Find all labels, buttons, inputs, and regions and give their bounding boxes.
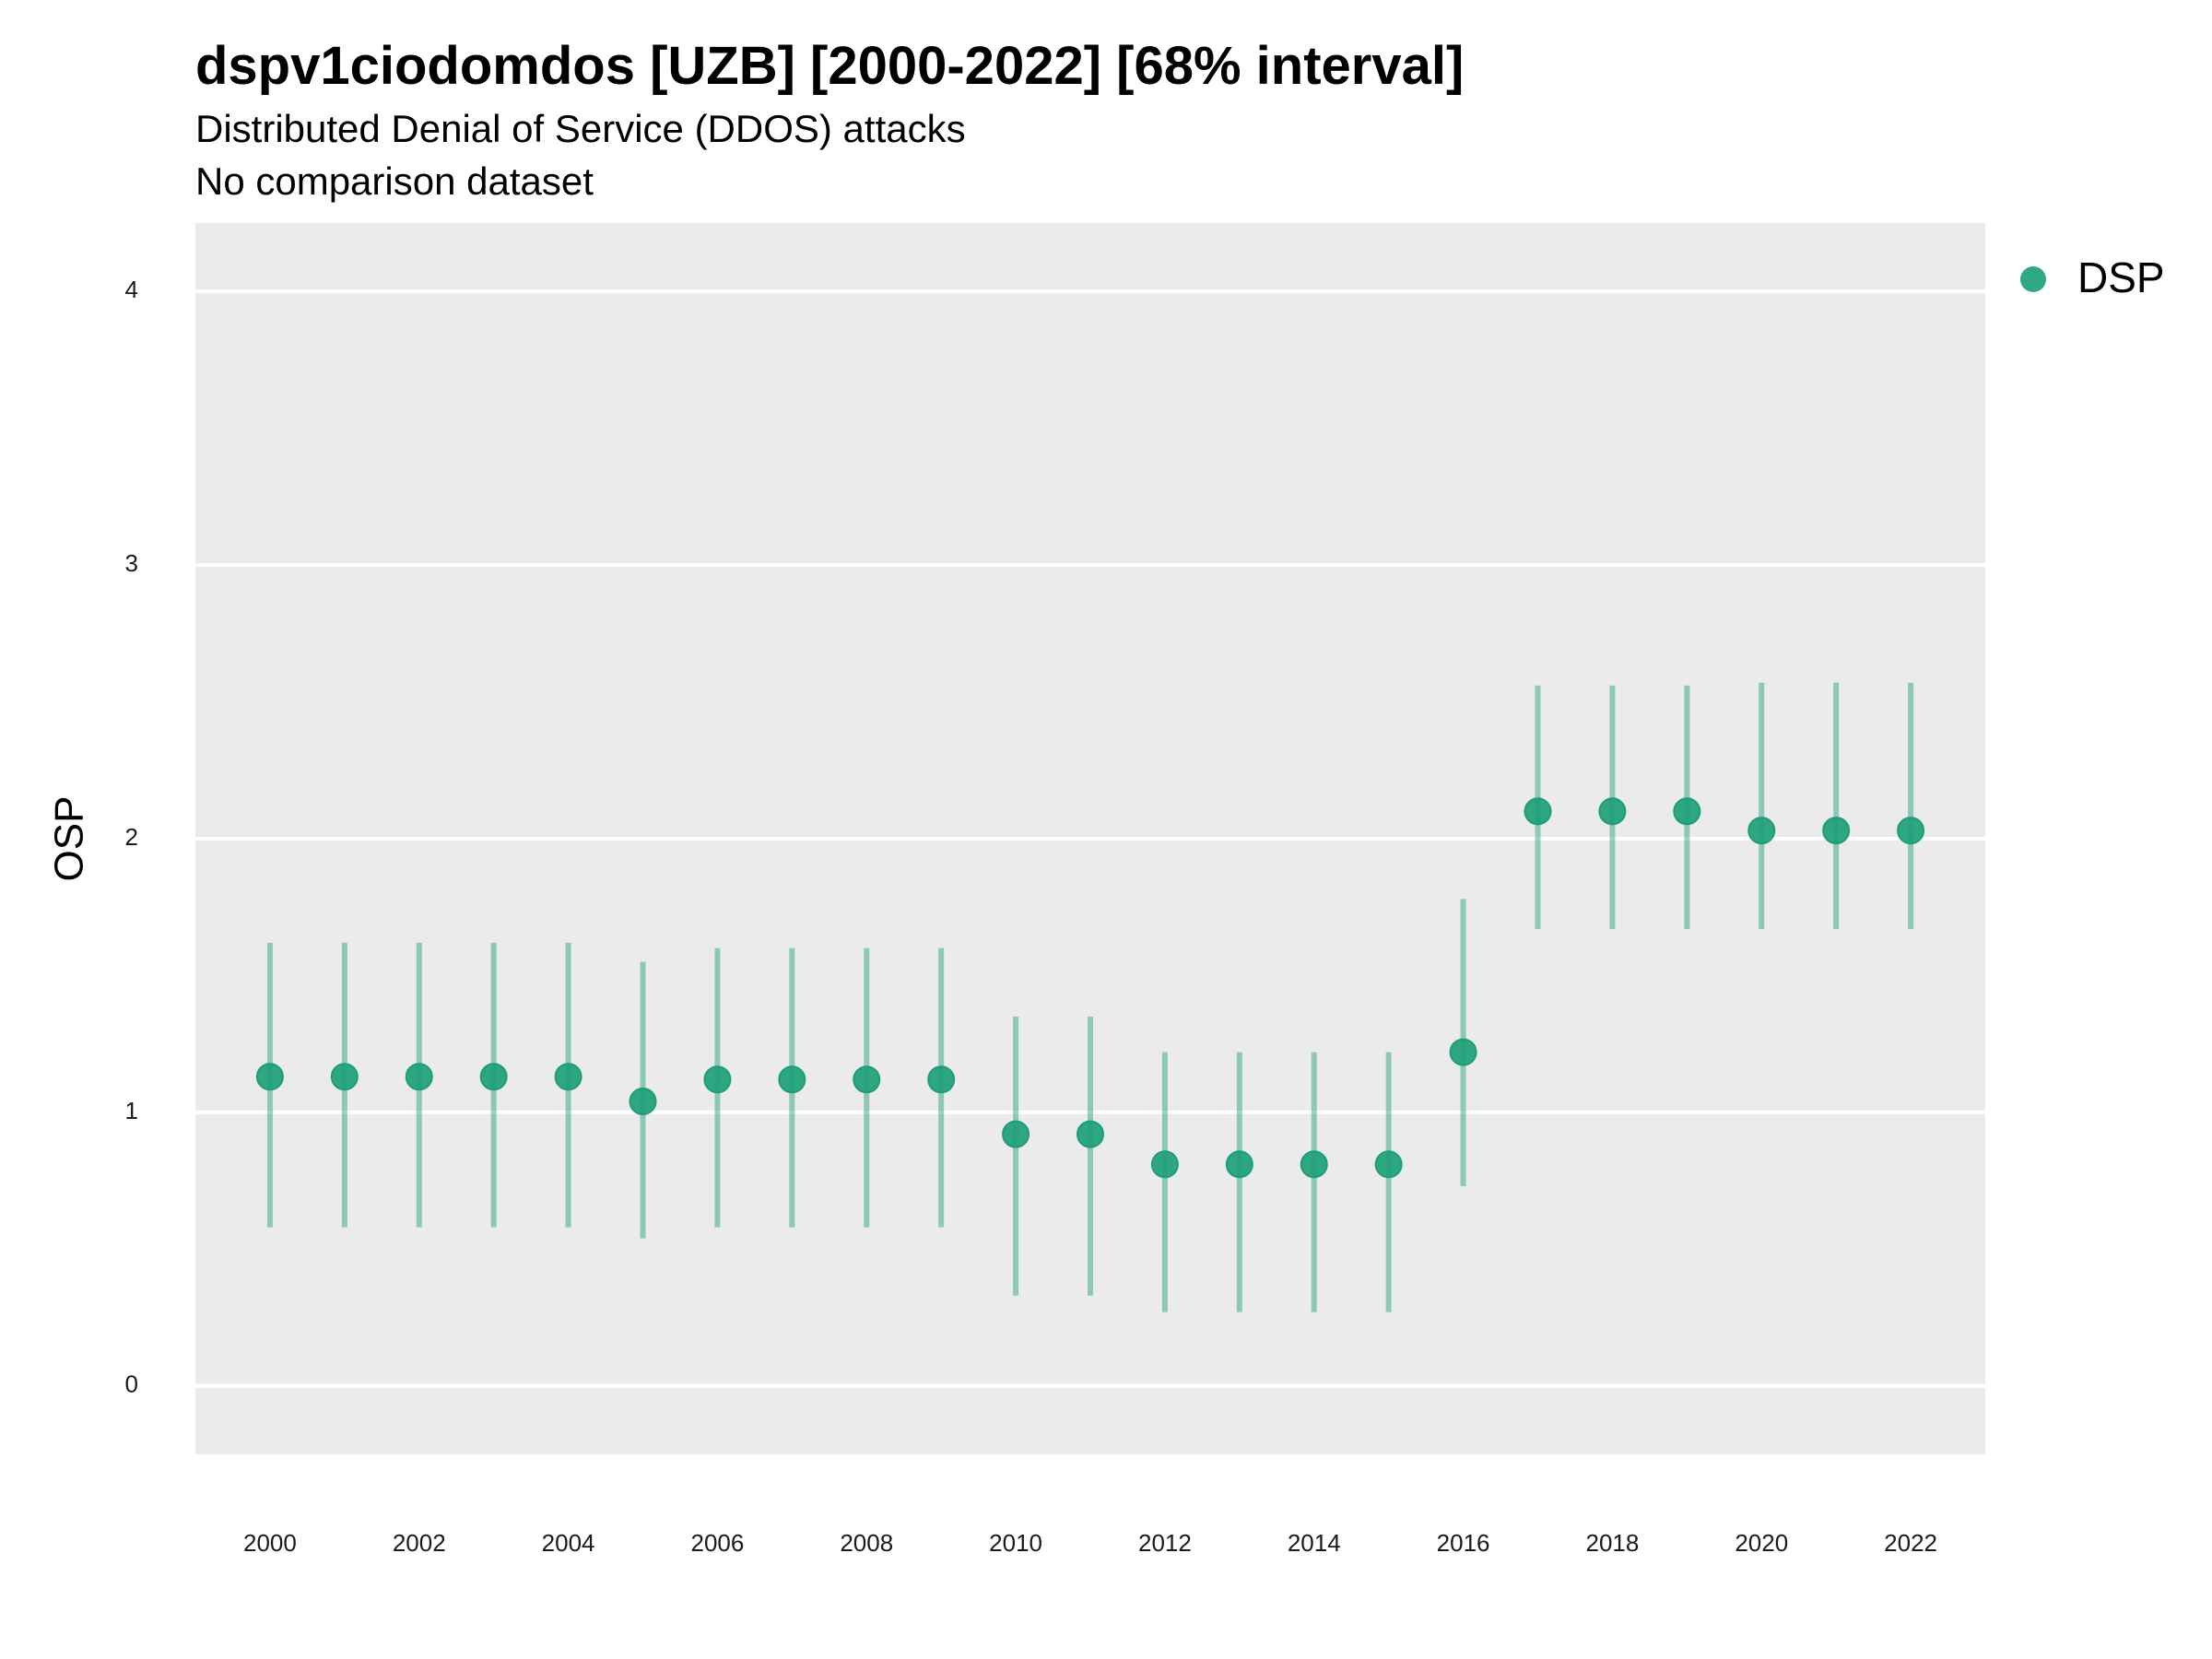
data-point-2019 (1673, 797, 1701, 826)
data-point-2021 (1822, 817, 1851, 845)
data-point-2016 (1449, 1038, 1477, 1066)
data-point-2002 (405, 1063, 433, 1091)
x-tick-label-2000: 2000 (243, 1529, 297, 1557)
grid-lines (195, 289, 1985, 1388)
data-point-2003 (479, 1063, 508, 1091)
y-axis-title: OSP (47, 796, 92, 882)
data-point-2010 (1002, 1120, 1030, 1148)
data-point-2001 (330, 1063, 359, 1091)
x-tick-label-2012: 2012 (1138, 1529, 1192, 1557)
legend-key-dsp (2020, 266, 2046, 292)
x-tick-label-2022: 2022 (1884, 1529, 1937, 1557)
chart-subtitle: Distributed Denial of Service (DDOS) att… (195, 107, 966, 150)
legend: DSP (2020, 253, 2165, 301)
data-point-2005 (629, 1088, 657, 1116)
x-tick-label-2020: 2020 (1735, 1529, 1788, 1557)
legend-label-dsp: DSP (2077, 253, 2165, 301)
data-point-2009 (927, 1065, 956, 1094)
y-tick-label-4: 4 (125, 276, 138, 303)
data-point-2012 (1150, 1150, 1179, 1179)
data-point-2017 (1524, 797, 1552, 826)
x-axis-ticks: 2000 2002 2004 2006 2008 2010 2012 2014 2016 2018… (243, 1529, 1937, 1557)
y-axis-ticks: 0 1 2 3 4 (125, 276, 138, 1398)
y-tick-label-0: 0 (125, 1371, 138, 1398)
x-tick-label-2008: 2008 (840, 1529, 893, 1557)
x-tick-label-2006: 2006 (690, 1529, 744, 1557)
y-tick-label-2: 2 (125, 823, 138, 851)
x-tick-label-2002: 2002 (393, 1529, 446, 1557)
data-point-2018 (1598, 797, 1627, 826)
x-tick-label-2018: 2018 (1585, 1529, 1639, 1557)
data-point-2004 (554, 1063, 582, 1091)
data-point-2011 (1077, 1120, 1104, 1148)
data-point-2022 (1897, 817, 1925, 845)
data-point-2006 (703, 1065, 732, 1094)
x-tick-label-2016: 2016 (1437, 1529, 1490, 1557)
data-point-2015 (1374, 1150, 1403, 1179)
data-point-2013 (1225, 1150, 1253, 1179)
chart-title: dspv1ciodomdos [UZB] [2000-2022] [68% in… (195, 36, 1465, 96)
data-point-2008 (853, 1065, 881, 1094)
data-point-2000 (255, 1063, 284, 1091)
y-tick-label-1: 1 (125, 1097, 138, 1124)
data-point-2020 (1747, 817, 1776, 845)
chart-comparison-note: No comparison dataset (195, 159, 594, 203)
data-point-2007 (778, 1065, 806, 1094)
data-points (255, 797, 1925, 1179)
x-tick-label-2004: 2004 (542, 1529, 595, 1557)
x-tick-label-2014: 2014 (1288, 1529, 1341, 1557)
x-tick-label-2010: 2010 (989, 1529, 1042, 1557)
y-tick-label-3: 3 (125, 549, 138, 577)
data-point-2014 (1300, 1150, 1328, 1179)
